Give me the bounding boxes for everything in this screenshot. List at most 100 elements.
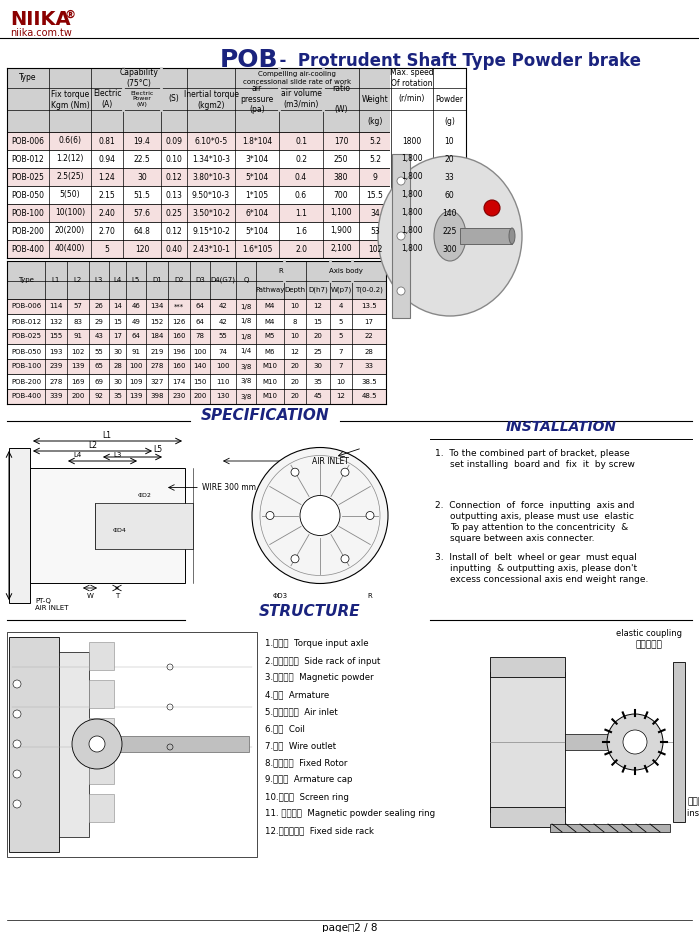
Text: ®: ® xyxy=(64,10,75,20)
Text: 15: 15 xyxy=(314,319,322,324)
Text: 30: 30 xyxy=(113,378,122,385)
Text: L1: L1 xyxy=(52,277,60,283)
Text: 1,800: 1,800 xyxy=(401,244,423,254)
Bar xyxy=(7,186,466,204)
Bar xyxy=(460,228,512,244)
Text: 20: 20 xyxy=(314,334,322,339)
Text: 0.40: 0.40 xyxy=(166,244,182,254)
Text: ΦD3: ΦD3 xyxy=(273,593,287,598)
Bar xyxy=(9,448,30,603)
Text: Powder: Powder xyxy=(435,95,463,104)
Text: Max. speed
Of rotation: Max. speed Of rotation xyxy=(390,68,434,88)
Circle shape xyxy=(397,232,405,240)
Text: POB-100: POB-100 xyxy=(11,363,41,369)
Text: 3.  Install of  belt  wheel or gear  must equal: 3. Install of belt wheel or gear must eq… xyxy=(435,553,637,562)
Text: T: T xyxy=(115,593,119,599)
Text: 6*104: 6*104 xyxy=(245,209,268,217)
Circle shape xyxy=(13,680,21,688)
Text: 300: 300 xyxy=(442,244,457,254)
Text: 64: 64 xyxy=(196,319,204,324)
Text: 0.94: 0.94 xyxy=(99,155,115,163)
Text: ΦD2: ΦD2 xyxy=(138,493,152,498)
Text: 26: 26 xyxy=(94,304,103,309)
Text: Q: Q xyxy=(243,277,249,283)
Text: (S): (S) xyxy=(168,94,180,103)
Text: air
pressure
(pa): air pressure (pa) xyxy=(240,84,273,114)
Text: 1.1: 1.1 xyxy=(295,209,307,217)
Text: Depth: Depth xyxy=(284,287,305,293)
Text: 14: 14 xyxy=(113,304,122,309)
Text: POB-006: POB-006 xyxy=(11,136,45,145)
Text: 5*104: 5*104 xyxy=(245,172,268,182)
Text: 48.5: 48.5 xyxy=(361,393,377,400)
Text: 140: 140 xyxy=(442,209,456,217)
Text: Electric
(A): Electric (A) xyxy=(93,89,121,109)
Text: Fix torque
Kgm (Nm): Fix torque Kgm (Nm) xyxy=(50,90,89,110)
Text: 28: 28 xyxy=(365,349,373,354)
Circle shape xyxy=(397,287,405,295)
Text: 9: 9 xyxy=(373,172,377,182)
Text: R: R xyxy=(279,268,283,274)
Text: 140: 140 xyxy=(194,363,207,369)
Text: 3*104: 3*104 xyxy=(245,155,268,163)
Text: 700: 700 xyxy=(333,190,348,199)
Text: M5: M5 xyxy=(265,334,275,339)
Text: 5.2: 5.2 xyxy=(369,155,381,163)
Circle shape xyxy=(607,714,663,770)
Circle shape xyxy=(266,512,274,519)
Text: square between axis connecter.: square between axis connecter. xyxy=(450,534,595,543)
Circle shape xyxy=(291,555,299,563)
Text: 64: 64 xyxy=(196,304,204,309)
Text: 1/4: 1/4 xyxy=(240,349,252,354)
Text: 1.  To the combined part of bracket, please: 1. To the combined part of bracket, plea… xyxy=(435,449,630,458)
Text: 20: 20 xyxy=(291,363,299,369)
Text: 42: 42 xyxy=(219,319,227,324)
Text: POB-012: POB-012 xyxy=(12,155,44,163)
Circle shape xyxy=(341,555,349,563)
Text: POB-100: POB-100 xyxy=(12,209,45,217)
Text: 10: 10 xyxy=(291,304,299,309)
Bar xyxy=(392,154,410,318)
Text: 0.1: 0.1 xyxy=(295,136,307,145)
Text: 1.6: 1.6 xyxy=(295,226,307,236)
Circle shape xyxy=(13,740,21,748)
Text: L4: L4 xyxy=(73,452,81,458)
Text: 30: 30 xyxy=(113,349,122,354)
Text: ***: *** xyxy=(174,304,184,309)
Text: 3.50*10-2: 3.50*10-2 xyxy=(192,209,230,217)
Text: 0.6: 0.6 xyxy=(295,190,307,199)
Text: 2.15: 2.15 xyxy=(99,190,115,199)
Text: 35: 35 xyxy=(314,378,322,385)
Text: 1/8: 1/8 xyxy=(240,304,252,309)
Text: D2: D2 xyxy=(174,277,184,283)
Text: L5: L5 xyxy=(154,445,163,454)
Text: 139: 139 xyxy=(129,393,143,400)
Bar xyxy=(30,468,185,583)
Text: Electric
Power
(W): Electric Power (W) xyxy=(130,90,154,107)
Bar xyxy=(490,657,565,677)
Text: 1,800: 1,800 xyxy=(401,226,423,236)
Text: ratio

(W): ratio (W) xyxy=(332,84,350,114)
Text: 1.入力軸  Torque input axle: 1.入力軸 Torque input axle xyxy=(265,639,368,649)
Text: 8: 8 xyxy=(293,319,297,324)
Text: 22: 22 xyxy=(365,334,373,339)
Text: excess concessional axis end weight range.: excess concessional axis end weight rang… xyxy=(450,575,649,584)
Text: 12: 12 xyxy=(336,393,345,400)
Text: 0.4: 0.4 xyxy=(295,172,307,182)
Text: 10: 10 xyxy=(445,136,454,145)
Text: SPECIFICATION: SPECIFICATION xyxy=(201,407,329,422)
Bar xyxy=(7,240,466,258)
Text: L4: L4 xyxy=(113,277,122,283)
Text: 43: 43 xyxy=(94,334,103,339)
Text: M4: M4 xyxy=(265,319,275,324)
Text: 64: 64 xyxy=(131,334,140,339)
Bar xyxy=(565,734,625,750)
Bar xyxy=(7,261,386,299)
Text: 169: 169 xyxy=(71,378,85,385)
Text: 5: 5 xyxy=(339,334,343,339)
Text: 0.2: 0.2 xyxy=(295,155,307,163)
Bar xyxy=(7,168,466,186)
Bar xyxy=(59,652,89,837)
Text: 20(200): 20(200) xyxy=(55,226,85,236)
Bar xyxy=(7,299,386,314)
